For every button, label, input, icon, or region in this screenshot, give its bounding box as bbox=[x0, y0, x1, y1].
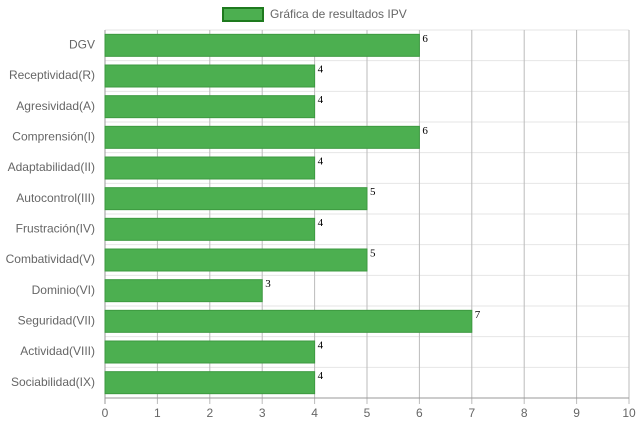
x-tick-label: 2 bbox=[206, 406, 213, 420]
x-tick-label: 4 bbox=[311, 406, 318, 420]
y-tick-label: Adaptabilidad(II) bbox=[8, 160, 95, 174]
x-tick-label: 10 bbox=[622, 406, 636, 420]
y-tick-label: Autocontrol(III) bbox=[16, 191, 95, 205]
value-label: 7 bbox=[475, 309, 481, 321]
value-label: 3 bbox=[265, 278, 271, 290]
legend-label: Gráfica de resultados IPV bbox=[270, 7, 407, 21]
value-label: 5 bbox=[370, 248, 376, 260]
x-tick-label: 1 bbox=[154, 406, 161, 420]
value-label: 6 bbox=[422, 33, 428, 45]
y-tick-label: Actividad(VIII) bbox=[20, 344, 95, 358]
bar bbox=[104, 248, 368, 272]
value-label: 4 bbox=[318, 370, 324, 382]
value-label: 4 bbox=[318, 217, 324, 229]
x-tick-label: 6 bbox=[416, 406, 423, 420]
value-label: 5 bbox=[370, 186, 376, 198]
x-tick-label: 3 bbox=[259, 406, 266, 420]
y-tick-label: Receptividad(R) bbox=[9, 68, 95, 82]
bar bbox=[104, 309, 473, 333]
x-tick-label: 9 bbox=[573, 406, 580, 420]
bar bbox=[104, 156, 316, 180]
y-tick-label: Sociabilidad(IX) bbox=[11, 375, 95, 389]
value-label: 4 bbox=[318, 156, 324, 168]
bar bbox=[104, 95, 316, 119]
y-tick-label: Frustración(IV) bbox=[16, 222, 95, 236]
x-tick-label: 5 bbox=[364, 406, 371, 420]
x-tick-label: 8 bbox=[521, 406, 528, 420]
bar bbox=[104, 279, 263, 303]
value-label: 4 bbox=[318, 340, 324, 352]
bar bbox=[104, 187, 368, 211]
bar bbox=[104, 125, 420, 149]
bar bbox=[104, 33, 420, 57]
legend-swatch bbox=[222, 7, 264, 22]
bar bbox=[104, 371, 316, 395]
value-label: 4 bbox=[318, 64, 324, 76]
y-tick-label: Dominio(VI) bbox=[32, 283, 95, 297]
y-tick-label: Seguridad(VII) bbox=[18, 314, 95, 328]
x-tick-label: 7 bbox=[468, 406, 475, 420]
y-tick-label: Agresividad(A) bbox=[16, 99, 95, 113]
value-label: 6 bbox=[422, 125, 428, 137]
bar bbox=[104, 64, 316, 88]
bar bbox=[104, 217, 316, 241]
bar bbox=[104, 340, 316, 364]
y-tick-label: Combatividad(V) bbox=[6, 252, 95, 266]
value-label: 4 bbox=[318, 94, 324, 106]
x-tick-label: 0 bbox=[102, 406, 109, 420]
y-tick-label: Comprensión(I) bbox=[12, 130, 95, 144]
y-tick-label: DGV bbox=[69, 38, 95, 52]
